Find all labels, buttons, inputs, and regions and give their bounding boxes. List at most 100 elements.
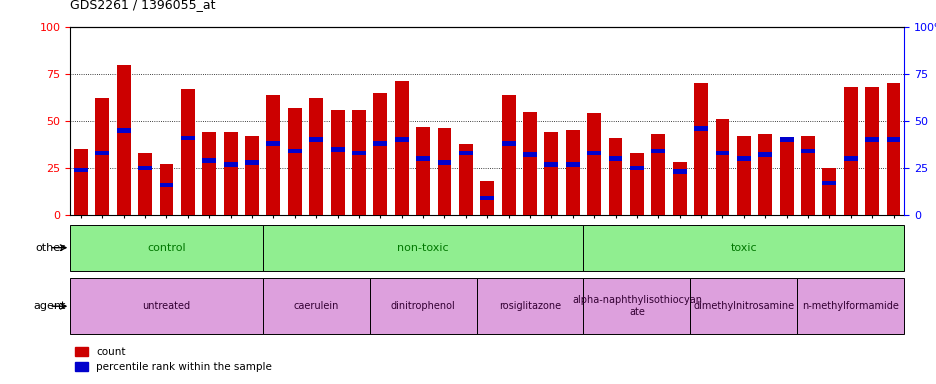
Bar bbox=[373, 141, 387, 146]
Bar bbox=[352, 151, 365, 155]
Bar bbox=[779, 137, 793, 142]
Bar bbox=[394, 81, 408, 215]
Bar bbox=[715, 119, 728, 215]
Bar bbox=[202, 132, 216, 215]
Bar bbox=[159, 182, 173, 187]
Bar bbox=[74, 167, 88, 172]
Bar bbox=[736, 156, 750, 161]
Bar bbox=[501, 141, 515, 146]
Bar bbox=[565, 131, 579, 215]
Bar bbox=[587, 113, 601, 215]
Bar bbox=[70, 225, 262, 271]
Bar bbox=[501, 94, 515, 215]
Bar bbox=[757, 134, 771, 215]
Bar bbox=[437, 129, 451, 215]
Bar bbox=[416, 156, 430, 161]
Bar bbox=[266, 141, 280, 146]
Bar bbox=[651, 134, 665, 215]
Bar bbox=[117, 65, 130, 215]
Bar bbox=[224, 132, 238, 215]
Bar bbox=[70, 278, 262, 334]
Bar bbox=[202, 158, 216, 163]
Bar bbox=[822, 181, 836, 185]
Text: control: control bbox=[147, 243, 185, 253]
Bar bbox=[544, 132, 558, 215]
Bar bbox=[608, 138, 622, 215]
Bar bbox=[690, 278, 797, 334]
Bar bbox=[373, 93, 387, 215]
Bar bbox=[309, 98, 323, 215]
Text: dimethylnitrosamine: dimethylnitrosamine bbox=[693, 301, 794, 311]
Text: non-toxic: non-toxic bbox=[397, 243, 448, 253]
Bar bbox=[95, 151, 110, 155]
Bar bbox=[330, 147, 344, 152]
Text: alpha-naphthylisothiocyan
ate: alpha-naphthylisothiocyan ate bbox=[571, 295, 701, 317]
Bar bbox=[736, 136, 750, 215]
Bar bbox=[583, 225, 903, 271]
Bar bbox=[437, 160, 451, 165]
Bar bbox=[757, 152, 771, 157]
Bar bbox=[138, 153, 152, 215]
Bar bbox=[117, 128, 130, 133]
Bar bbox=[587, 151, 601, 155]
Bar bbox=[565, 162, 579, 167]
Bar bbox=[416, 127, 430, 215]
Bar bbox=[369, 278, 476, 334]
Bar bbox=[715, 151, 728, 155]
Bar bbox=[480, 196, 493, 200]
Bar bbox=[522, 152, 536, 157]
Bar bbox=[138, 166, 152, 170]
Bar bbox=[800, 149, 814, 154]
Text: dinitrophenol: dinitrophenol bbox=[390, 301, 455, 311]
Bar bbox=[330, 110, 344, 215]
Bar bbox=[694, 126, 708, 131]
Bar bbox=[245, 136, 258, 215]
Bar bbox=[843, 87, 856, 215]
Bar bbox=[262, 225, 583, 271]
Text: rosiglitazone: rosiglitazone bbox=[498, 301, 561, 311]
Bar bbox=[864, 137, 878, 142]
Bar bbox=[651, 149, 665, 154]
Bar bbox=[245, 160, 258, 165]
Bar bbox=[608, 156, 622, 161]
Legend: count, percentile rank within the sample: count, percentile rank within the sample bbox=[76, 347, 271, 372]
Bar bbox=[181, 136, 195, 140]
Bar bbox=[583, 278, 690, 334]
Bar bbox=[672, 169, 686, 174]
Bar bbox=[629, 166, 643, 170]
Bar bbox=[544, 162, 558, 167]
Bar bbox=[352, 110, 365, 215]
Bar bbox=[459, 144, 473, 215]
Bar bbox=[779, 140, 793, 215]
Bar bbox=[287, 149, 301, 154]
Bar bbox=[74, 149, 88, 215]
Bar bbox=[287, 108, 301, 215]
Bar bbox=[694, 83, 708, 215]
Bar bbox=[843, 156, 856, 161]
Bar bbox=[262, 278, 369, 334]
Text: GDS2261 / 1396055_at: GDS2261 / 1396055_at bbox=[70, 0, 215, 12]
Bar bbox=[476, 278, 583, 334]
Text: agent: agent bbox=[33, 301, 66, 311]
Bar bbox=[629, 153, 643, 215]
Text: n-methylformamide: n-methylformamide bbox=[801, 301, 899, 311]
Bar bbox=[672, 162, 686, 215]
Text: other: other bbox=[36, 243, 66, 253]
Bar bbox=[181, 89, 195, 215]
Bar bbox=[459, 151, 473, 155]
Bar bbox=[797, 278, 903, 334]
Bar bbox=[885, 83, 899, 215]
Text: untreated: untreated bbox=[142, 301, 190, 311]
Bar bbox=[159, 164, 173, 215]
Text: caerulein: caerulein bbox=[293, 301, 339, 311]
Bar bbox=[822, 168, 836, 215]
Bar bbox=[266, 94, 280, 215]
Bar bbox=[800, 136, 814, 215]
Bar bbox=[309, 137, 323, 142]
Bar bbox=[885, 137, 899, 142]
Bar bbox=[394, 137, 408, 142]
Bar bbox=[224, 162, 238, 167]
Bar bbox=[522, 112, 536, 215]
Bar bbox=[864, 87, 878, 215]
Text: toxic: toxic bbox=[730, 243, 756, 253]
